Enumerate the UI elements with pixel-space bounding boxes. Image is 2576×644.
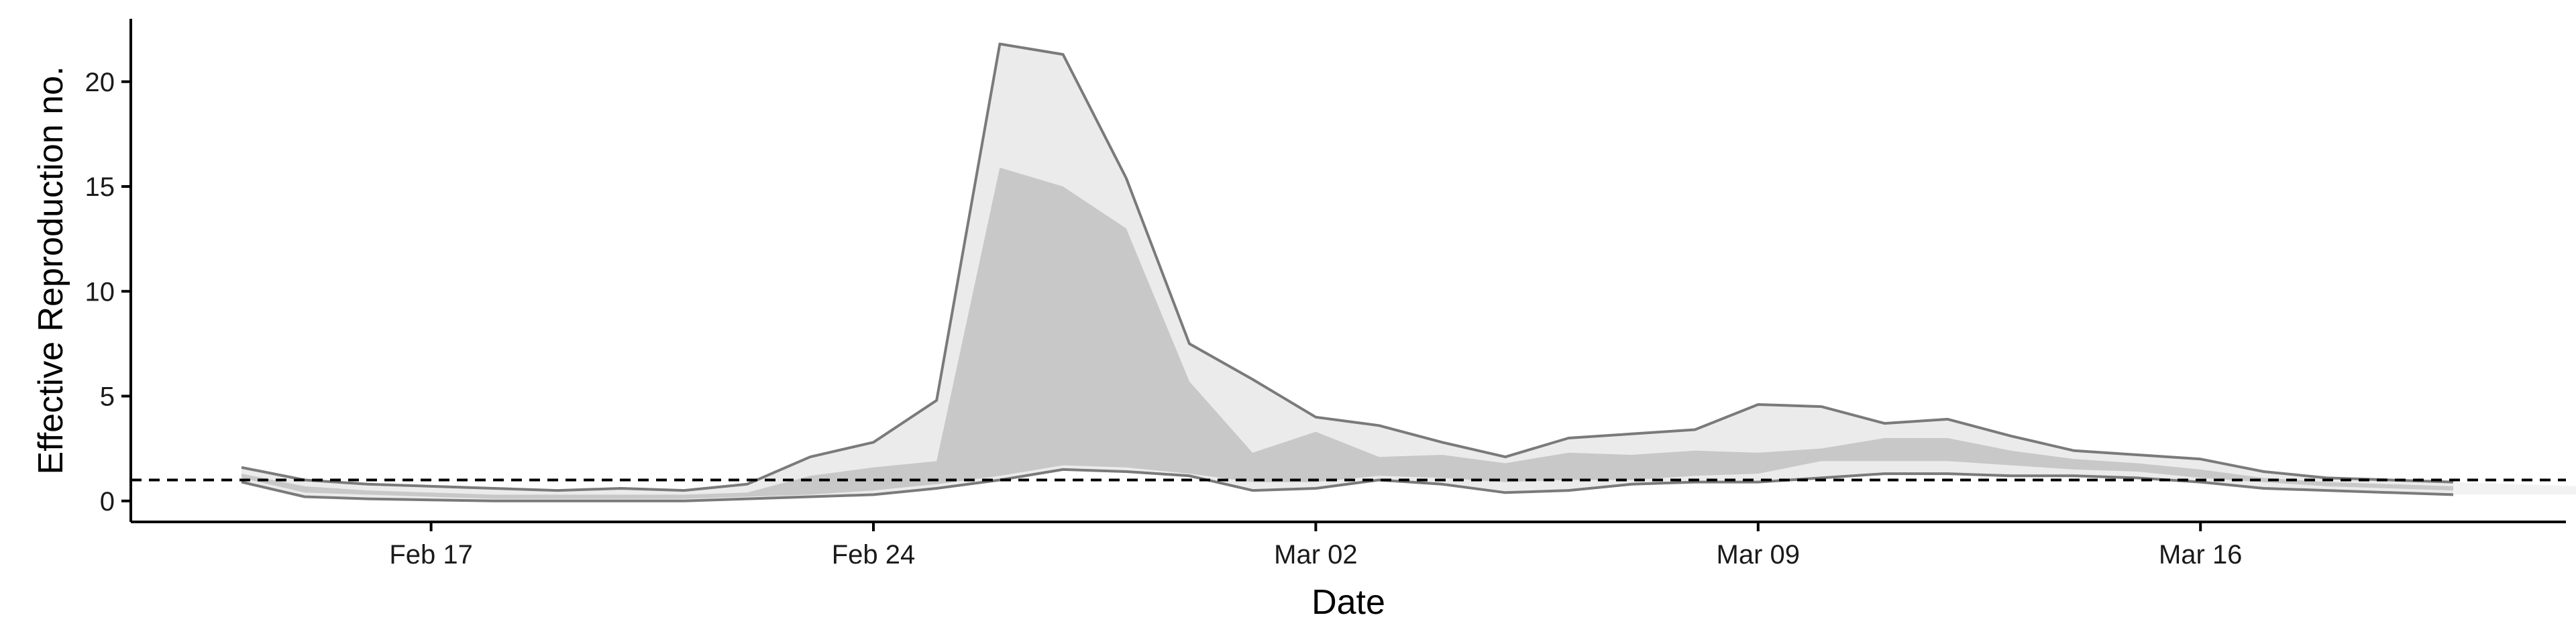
- x-tick-label: Mar 02: [1274, 540, 1358, 570]
- x-tick-label: Mar 16: [2159, 540, 2243, 570]
- y-ticks: 0 5 10 15 20: [85, 68, 131, 517]
- bound-lines-layer: [241, 42, 2454, 502]
- inner-band-area: [241, 167, 2453, 499]
- forecast-band-area: [2453, 482, 2576, 495]
- x-tick-label: Mar 09: [1717, 540, 1801, 570]
- outer-band-lower-line: [241, 468, 2454, 502]
- x-ticks: Feb 17 Feb 24 Mar 02 Mar 09 Mar 16: [389, 522, 2242, 570]
- y-axis-title: Effective Reproduction no.: [32, 66, 70, 475]
- outer-band-upper-line: [241, 42, 2454, 492]
- y-tick-label: 10: [85, 277, 115, 307]
- y-tick-label: 0: [100, 487, 115, 517]
- band-layer: [241, 44, 2576, 501]
- y-tick-label: 20: [85, 68, 115, 97]
- x-tick-label: Feb 17: [389, 540, 473, 570]
- x-axis-title: Date: [1311, 583, 1385, 622]
- outer-band-area: [241, 44, 2453, 501]
- y-tick-label: 15: [85, 172, 115, 202]
- x-tick-label: Feb 24: [832, 540, 916, 570]
- y-tick-label: 5: [100, 382, 115, 412]
